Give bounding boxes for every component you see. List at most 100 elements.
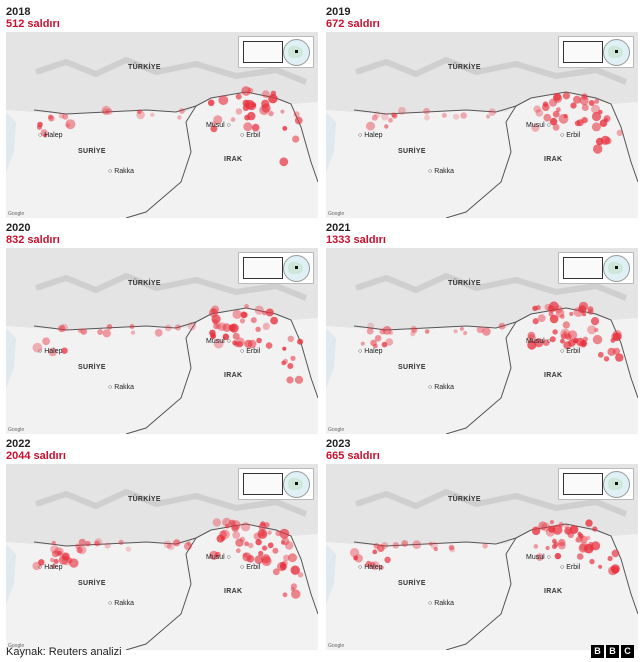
attack-dot bbox=[603, 115, 611, 123]
label-iraq: IRAK bbox=[544, 156, 563, 163]
label-iraq: IRAK bbox=[544, 372, 563, 379]
attack-dot bbox=[576, 553, 584, 560]
attack-dot bbox=[353, 555, 358, 561]
attack-dot bbox=[366, 327, 374, 335]
attack-dot bbox=[209, 550, 219, 560]
city-aleppo: ○ Halep bbox=[38, 132, 62, 139]
attack-dot bbox=[173, 539, 181, 547]
globe-icon bbox=[283, 39, 310, 66]
attack-dot bbox=[553, 92, 562, 101]
attack-dot bbox=[598, 564, 603, 569]
attack-dot bbox=[527, 331, 536, 340]
locator-frame bbox=[563, 473, 603, 495]
attack-dot bbox=[241, 86, 251, 96]
city-aleppo-label: Halep bbox=[44, 348, 63, 355]
attack-dot bbox=[410, 325, 417, 333]
label-turkey: TÜRKİYE bbox=[448, 64, 481, 71]
region-map: TÜRKİYE SURİYE IRAK ○ Halep ○ Rakka Musu… bbox=[6, 248, 318, 434]
attack-dot bbox=[424, 114, 430, 121]
attack-dot bbox=[255, 538, 262, 546]
attack-dot bbox=[235, 548, 241, 554]
attack-dot bbox=[256, 337, 262, 344]
attack-dot bbox=[179, 108, 185, 114]
attack-dot bbox=[570, 102, 577, 109]
attack-dot bbox=[576, 337, 585, 347]
attack-dot bbox=[258, 523, 267, 531]
attack-dot bbox=[554, 552, 562, 560]
attack-dot bbox=[365, 560, 372, 568]
city-erbil: ○ Erbil bbox=[560, 348, 580, 355]
attack-dot bbox=[585, 519, 593, 527]
attack-dot bbox=[448, 544, 455, 551]
attack-dot bbox=[460, 112, 467, 119]
attack-dot bbox=[582, 312, 587, 317]
attack-dot bbox=[250, 317, 257, 324]
attack-dot bbox=[232, 309, 242, 319]
city-marker-icon: ○ bbox=[560, 132, 565, 139]
panel-attack-count: 512 saldırı bbox=[6, 18, 60, 30]
attack-dot bbox=[538, 521, 548, 531]
year-panel-2023: 2023 665 saldırı T bbox=[326, 438, 638, 650]
attack-dot bbox=[441, 112, 447, 118]
attack-dot bbox=[288, 553, 297, 563]
city-aleppo: ○ Halep bbox=[358, 348, 382, 355]
attack-dot bbox=[486, 114, 490, 119]
panel-attack-count: 832 saldırı bbox=[6, 234, 60, 246]
attack-dot bbox=[217, 322, 227, 332]
attack-dot bbox=[411, 327, 418, 334]
attack-dot bbox=[58, 325, 66, 333]
locator-frame bbox=[563, 257, 603, 279]
city-erbil-label: Erbil bbox=[566, 132, 581, 139]
city-marker-icon: ○ bbox=[38, 564, 43, 571]
city-aleppo-label: Halep bbox=[44, 132, 63, 139]
attack-dot bbox=[610, 338, 616, 343]
syria-iraq-border bbox=[125, 537, 197, 650]
attack-dot bbox=[297, 572, 304, 578]
attack-dot bbox=[498, 322, 506, 330]
syria-iraq-border bbox=[125, 321, 197, 434]
attack-dot bbox=[369, 561, 376, 568]
globe-icon bbox=[603, 471, 630, 498]
attack-dot bbox=[101, 105, 111, 115]
attack-dot bbox=[290, 583, 297, 590]
attack-dot bbox=[61, 552, 70, 561]
panel-year: 2020 bbox=[6, 222, 31, 234]
city-raqqa: ○ Rakka bbox=[428, 384, 454, 391]
globe-icon bbox=[603, 255, 630, 282]
attack-dot bbox=[354, 554, 363, 563]
mountain-relief bbox=[35, 272, 308, 301]
city-erbil-label: Erbil bbox=[246, 348, 261, 355]
label-iraq: IRAK bbox=[224, 156, 243, 163]
attack-dot bbox=[251, 123, 260, 132]
attack-dot bbox=[280, 109, 285, 114]
attack-dot bbox=[210, 334, 216, 340]
attack-dot bbox=[584, 543, 594, 554]
attack-dot bbox=[209, 329, 216, 336]
attack-dot bbox=[267, 542, 274, 549]
city-mosul: Musul ○ bbox=[206, 338, 231, 345]
attack-dot bbox=[50, 557, 55, 563]
attack-dot bbox=[581, 116, 588, 124]
attack-dot bbox=[294, 375, 304, 384]
attack-dot bbox=[388, 117, 393, 123]
attack-dot bbox=[548, 98, 558, 107]
attack-dot bbox=[270, 316, 278, 325]
attack-dot bbox=[225, 523, 230, 529]
attack-dot bbox=[410, 331, 416, 337]
attack-dot bbox=[401, 540, 409, 547]
city-erbil: ○ Erbil bbox=[240, 132, 260, 139]
attack-dot bbox=[186, 541, 192, 546]
attack-dot bbox=[75, 543, 81, 549]
locator-frame bbox=[243, 257, 283, 279]
attack-dot bbox=[297, 338, 304, 345]
attack-dot bbox=[382, 326, 392, 335]
city-erbil: ○ Erbil bbox=[560, 564, 580, 571]
attack-dots bbox=[36, 86, 303, 167]
attack-dot bbox=[61, 347, 68, 354]
attack-dot bbox=[459, 326, 464, 331]
attack-dot bbox=[591, 111, 602, 122]
attack-dot bbox=[366, 121, 375, 131]
attack-dot bbox=[272, 547, 279, 554]
attack-dot bbox=[604, 137, 612, 145]
attack-dot bbox=[235, 93, 242, 100]
